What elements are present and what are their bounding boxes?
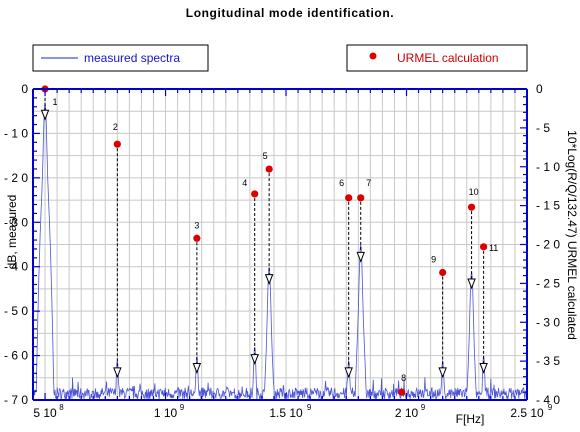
urmel-point <box>193 234 201 242</box>
urmel-point <box>467 203 476 211</box>
mode-label: 9 <box>431 254 436 264</box>
urmel-point <box>251 190 259 198</box>
mode-arrow-head <box>479 362 488 374</box>
y-left-tick-label: 0 <box>21 82 28 96</box>
y-right-tick-label: - 2 0 <box>536 238 560 252</box>
urmel-point <box>398 388 406 396</box>
mode-label: 2 <box>113 122 118 132</box>
mode-label: 5 <box>263 151 268 161</box>
y-axis-right-label: 10*Log(R/Q/132.47) URMEL calculated <box>565 130 579 340</box>
mode-arrow-head <box>356 251 365 263</box>
y-right-tick-label: - 1 5 <box>536 199 560 213</box>
y-right-tick-label: - 1 0 <box>536 160 560 174</box>
urmel-point <box>265 165 273 173</box>
legend-calculated-swatch <box>369 52 377 60</box>
y-left-tick-label: - 3 0 <box>4 215 28 229</box>
chart-title: Longitudinal mode identification. <box>186 6 394 20</box>
spectrum-line <box>32 102 528 401</box>
x-tick-label-exponent: 9 <box>180 403 185 412</box>
urmel-point <box>345 194 353 202</box>
legend-calculated: URMEL calculation <box>346 44 528 72</box>
urmel-point <box>113 140 121 148</box>
mode-label: 10 <box>469 187 479 197</box>
y-right-tick-label: - 3 5 <box>536 354 560 368</box>
x-tick-label: 5 10 <box>33 406 57 420</box>
mode-label: 8 <box>401 373 406 383</box>
mode-label: 4 <box>242 178 247 188</box>
mode-arrow-head <box>467 278 476 290</box>
x-tick-label: 1 10 <box>154 406 178 420</box>
mode-label: 1 <box>53 97 58 107</box>
x-tick-label-exponent: 9 <box>548 403 553 412</box>
mode-arrows <box>40 93 488 379</box>
x-tick-label: 2.5 10 <box>510 406 544 420</box>
legend-calculated-label: URMEL calculation <box>397 51 499 65</box>
y-left-tick-label: - 6 0 <box>4 349 28 363</box>
mode-arrow-head <box>40 109 50 121</box>
legend-measured: measured spectra <box>32 44 209 72</box>
y-right-tick-label: - 3 0 <box>536 315 560 329</box>
urmel-point <box>357 194 365 202</box>
mode-arrow-head <box>344 367 353 379</box>
mode-label: 3 <box>194 220 199 230</box>
mode-arrow-head <box>113 367 122 379</box>
y-left-tick-label: - 2 0 <box>4 171 28 185</box>
y-left-tick-label: - 1 0 <box>4 126 28 140</box>
mode-label: 11 <box>489 243 498 253</box>
x-tick-label-exponent: 8 <box>59 403 64 412</box>
mode-label: 7 <box>366 178 371 188</box>
x-tick-label-exponent: 9 <box>307 403 312 412</box>
y-left-tick-label: - 5 0 <box>4 304 28 318</box>
mode-label: 6 <box>339 178 344 188</box>
y-right-tick-label: - 2 5 <box>536 276 560 290</box>
y-left-tick-label: - 4 0 <box>4 260 28 274</box>
y-left-tick-label: - 7 0 <box>4 393 28 407</box>
mode-arrow-head <box>438 367 447 379</box>
y-axis-left-label: dB, measured <box>5 195 19 270</box>
tick-labels: 0 - 1 0 - 2 0 - 3 0 - 4 0 - 5 0 - 6 0 - 7 0 0 - 5… <box>4 82 560 420</box>
y-right-tick-label: - 4 0 <box>536 393 560 407</box>
urmel-point <box>439 268 447 277</box>
legend-measured-label: measured spectra <box>84 51 180 65</box>
x-tick-label-exponent: 9 <box>421 403 426 412</box>
urmel-point <box>480 243 488 251</box>
x-tick-label: 1.5 10 <box>269 406 303 420</box>
urmel-points: 1 2 3 4 5 6 7 8 9 10 11 <box>41 85 498 396</box>
x-axis-label: F[Hz] <box>456 412 485 426</box>
mode-arrow-head <box>250 354 259 365</box>
y-right-tick-label: - 5 <box>536 121 550 135</box>
x-tick-label: 2 10 <box>395 406 419 420</box>
legend-calculated-box <box>346 44 528 72</box>
measured-spectrum <box>32 102 528 401</box>
y-right-tick-label: 0 <box>536 82 543 96</box>
mode-arrow-head <box>192 362 202 374</box>
axes <box>32 88 528 401</box>
grid <box>33 89 527 400</box>
mode-arrow-head <box>264 274 274 285</box>
